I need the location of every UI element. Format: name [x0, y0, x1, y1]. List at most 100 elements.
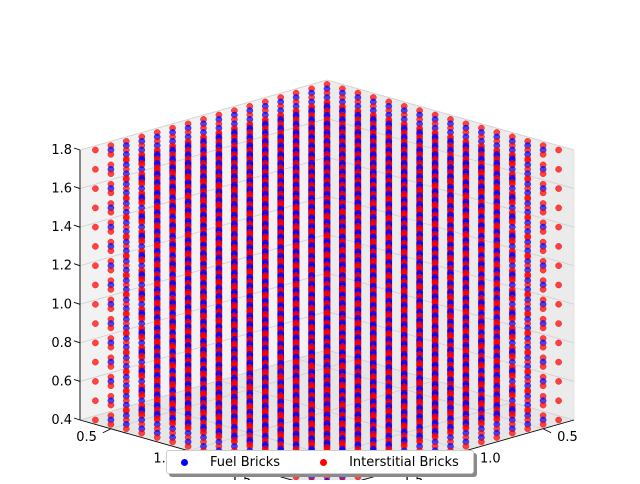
point-interstitial-brick — [123, 329, 129, 335]
point-interstitial-brick — [108, 325, 114, 331]
point-interstitial-brick — [494, 396, 500, 402]
point-interstitial-brick — [478, 362, 484, 368]
point-interstitial-brick — [92, 417, 98, 423]
point-interstitial-brick — [92, 263, 98, 269]
point-interstitial-brick — [123, 252, 129, 258]
point-interstitial-brick — [540, 306, 546, 312]
point-interstitial-brick — [108, 402, 114, 408]
point-interstitial-brick — [525, 252, 531, 258]
point-interstitial-brick — [494, 434, 500, 440]
point-interstitial-brick — [154, 338, 160, 344]
point-interstitial-brick — [509, 314, 515, 320]
point-interstitial-brick — [463, 405, 469, 411]
point-interstitial-brick — [463, 424, 469, 430]
point-interstitial-brick — [200, 428, 206, 434]
point-interstitial-brick — [108, 286, 114, 292]
point-interstitial-brick — [556, 321, 562, 327]
point-interstitial-brick — [540, 383, 546, 389]
point-interstitial-brick — [92, 224, 98, 230]
point-interstitial-brick — [170, 400, 176, 406]
point-interstitial-brick — [509, 295, 515, 301]
point-interstitial-brick — [540, 325, 546, 331]
point-interstitial-brick — [185, 405, 191, 411]
point-interstitial-brick — [123, 291, 129, 297]
point-interstitial-brick — [92, 359, 98, 365]
point-interstitial-brick — [525, 368, 531, 374]
point-interstitial-brick — [540, 402, 546, 408]
point-interstitial-brick — [108, 383, 114, 389]
point-interstitial-brick — [463, 443, 469, 449]
point-interstitial-brick — [556, 263, 562, 269]
point-interstitial-brick — [185, 443, 191, 449]
point-interstitial-brick — [540, 209, 546, 215]
point-interstitial-brick — [123, 349, 129, 355]
point-interstitial-brick — [170, 362, 176, 368]
point-interstitial-brick — [139, 392, 145, 398]
point-interstitial-brick — [556, 359, 562, 365]
point-interstitial-brick — [556, 205, 562, 211]
point-interstitial-brick — [139, 411, 145, 417]
point-interstitial-brick — [556, 224, 562, 230]
point-interstitial-brick — [139, 430, 145, 436]
point-interstitial-brick — [154, 434, 160, 440]
point-interstitial-brick — [494, 357, 500, 363]
point-interstitial-brick — [525, 406, 531, 412]
point-interstitial-brick — [509, 430, 515, 436]
point-interstitial-brick — [154, 319, 160, 325]
point-interstitial-brick — [92, 398, 98, 404]
point-interstitial-brick — [123, 310, 129, 316]
point-interstitial-brick — [123, 406, 129, 412]
point-interstitial-brick — [92, 340, 98, 346]
point-interstitial-brick — [123, 271, 129, 277]
point-interstitial-brick — [556, 301, 562, 307]
point-interstitial-brick — [540, 344, 546, 350]
point-interstitial-brick — [525, 271, 531, 277]
point-interstitial-brick — [494, 319, 500, 325]
point-interstitial-brick — [170, 420, 176, 426]
point-interstitial-brick — [540, 363, 546, 369]
point-interstitial-brick — [478, 420, 484, 426]
point-interstitial-brick — [92, 243, 98, 249]
point-interstitial-brick — [154, 377, 160, 383]
point-interstitial-brick — [509, 334, 515, 340]
point-interstitial-brick — [123, 426, 129, 432]
point-interstitial-brick — [154, 415, 160, 421]
point-interstitial-brick — [525, 426, 531, 432]
point-interstitial-brick — [540, 248, 546, 254]
point-interstitial-brick — [494, 377, 500, 383]
point-interstitial-brick — [92, 301, 98, 307]
point-interstitial-brick — [478, 400, 484, 406]
point-interstitial-brick — [525, 349, 531, 355]
point-interstitial-brick — [525, 310, 531, 316]
point-interstitial-brick — [556, 378, 562, 384]
point-interstitial-brick — [556, 282, 562, 288]
point-interstitial-brick — [478, 381, 484, 387]
point-interstitial-brick — [154, 396, 160, 402]
point-interstitial-brick — [525, 291, 531, 297]
point-interstitial-brick — [108, 248, 114, 254]
point-interstitial-brick — [92, 378, 98, 384]
point-interstitial-brick — [108, 363, 114, 369]
point-interstitial-brick — [123, 387, 129, 393]
point-interstitial-brick — [92, 186, 98, 192]
point-interstitial-brick — [92, 321, 98, 327]
point-interstitial-brick — [556, 340, 562, 346]
point-interstitial-brick — [108, 228, 114, 234]
point-interstitial-brick — [139, 353, 145, 359]
point-interstitial-brick — [556, 243, 562, 249]
point-interstitial-brick — [108, 344, 114, 350]
point-interstitial-brick — [540, 267, 546, 273]
point-interstitial-brick — [170, 439, 176, 445]
point-interstitial-brick — [556, 186, 562, 192]
point-interstitial-brick — [509, 372, 515, 378]
point-interstitial-brick — [447, 428, 453, 434]
point-interstitial-brick — [139, 314, 145, 320]
point-interstitial-brick — [108, 306, 114, 312]
point-interstitial-brick — [494, 415, 500, 421]
point-interstitial-brick — [509, 353, 515, 359]
point-interstitial-brick — [139, 295, 145, 301]
point-interstitial-brick — [108, 267, 114, 273]
point-interstitial-brick — [108, 421, 114, 427]
